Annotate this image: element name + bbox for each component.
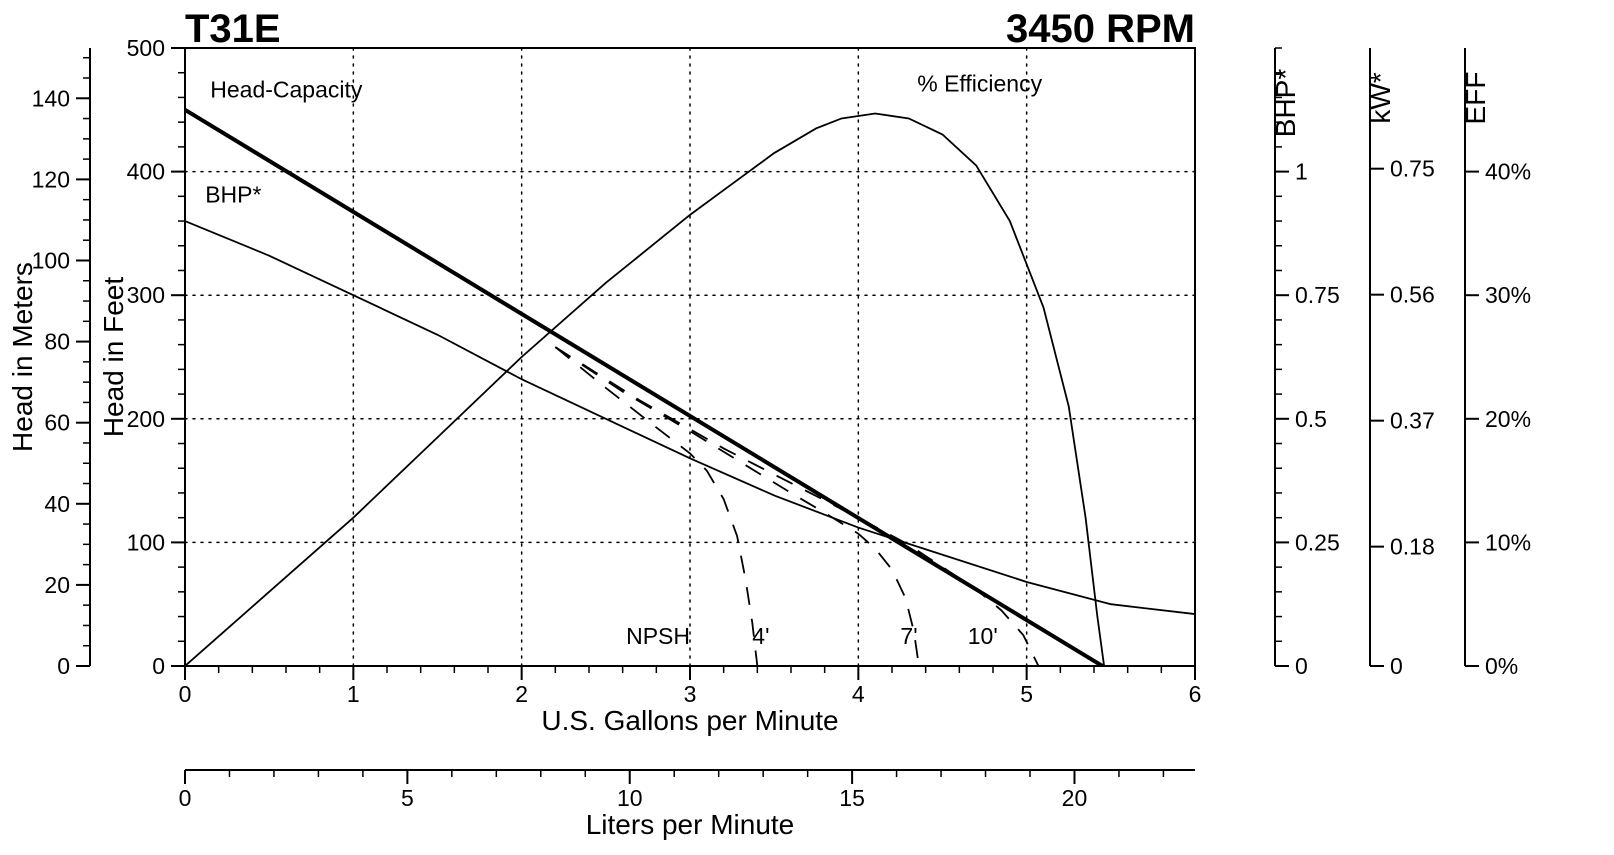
y-feet-tick: 400 bbox=[127, 159, 165, 185]
y-kw-title: kW* bbox=[1365, 72, 1396, 123]
x-gpm-tick: 3 bbox=[684, 681, 697, 707]
bhp-label: BHP* bbox=[205, 182, 261, 208]
chart-svg: T31E 3450 RPM 0 1 2 3 4 5 6 U.S. Gallons per Minu… bbox=[0, 0, 1614, 855]
y-feet-tick: 500 bbox=[127, 35, 165, 61]
npsh10-label: 10' bbox=[968, 623, 998, 649]
y-eff-tick: 30% bbox=[1485, 282, 1531, 308]
x-gpm-title: U.S. Gallons per Minute bbox=[541, 705, 838, 736]
y-meters-tick: 20 bbox=[44, 572, 70, 598]
x-lpm-tick: 5 bbox=[401, 785, 414, 811]
y-kw-tick: 0.75 bbox=[1390, 156, 1435, 182]
x-lpm-tick: 10 bbox=[617, 785, 643, 811]
head-capacity-label: Head-Capacity bbox=[210, 76, 363, 102]
y-bhp-tick: 0 bbox=[1295, 653, 1308, 679]
y-bhp-tick: 1 bbox=[1295, 159, 1308, 185]
y-meters-tick: 140 bbox=[32, 85, 70, 111]
y-eff-tick: 40% bbox=[1485, 159, 1531, 185]
y-meters-tick: 120 bbox=[32, 166, 70, 192]
y-kw-tick: 0.37 bbox=[1390, 408, 1435, 434]
x-gpm-tick: 4 bbox=[852, 681, 865, 707]
x-lpm-title: Liters per Minute bbox=[586, 809, 795, 840]
y-feet-tick: 200 bbox=[127, 406, 165, 432]
y-feet-tick: 100 bbox=[127, 529, 165, 555]
x-gpm-tick: 1 bbox=[347, 681, 360, 707]
y-bhp-title: BHP* bbox=[1270, 69, 1301, 138]
x-lpm-tick: 0 bbox=[179, 785, 192, 811]
y-feet-title: Head in Feet bbox=[98, 277, 129, 438]
y-eff-title: EFF bbox=[1460, 72, 1491, 125]
chart-title-right: 3450 RPM bbox=[1006, 7, 1195, 51]
y-meters-tick: 40 bbox=[44, 491, 70, 517]
y-meters-title: Head in Meters bbox=[7, 262, 38, 452]
chart-title-left: T31E bbox=[185, 7, 281, 51]
y-meters-tick: 0 bbox=[57, 653, 70, 679]
npsh4-label: 4' bbox=[752, 623, 769, 649]
y-kw-tick: 0.56 bbox=[1390, 282, 1435, 308]
y-eff-tick: 10% bbox=[1485, 529, 1531, 555]
efficiency-label: % Efficiency bbox=[917, 70, 1042, 96]
y-kw-tick: 0 bbox=[1390, 653, 1403, 679]
x-gpm-tick: 6 bbox=[1189, 681, 1202, 707]
x-lpm-tick: 15 bbox=[839, 785, 865, 811]
npsh-label: NPSH bbox=[626, 623, 690, 649]
pump-curve-chart: T31E 3450 RPM 0 1 2 3 4 5 6 U.S. Gallons per Minu… bbox=[0, 0, 1614, 855]
npsh7-label: 7' bbox=[900, 623, 917, 649]
y-bhp-tick: 0.25 bbox=[1295, 529, 1340, 555]
y-meters-tick: 60 bbox=[44, 410, 70, 436]
y-eff-tick: 20% bbox=[1485, 406, 1531, 432]
x-lpm-tick: 20 bbox=[1062, 785, 1088, 811]
y-bhp-tick: 0.5 bbox=[1295, 406, 1327, 432]
y-kw-tick: 0.18 bbox=[1390, 534, 1435, 560]
y-meters-tick: 80 bbox=[44, 329, 70, 355]
x-gpm-tick: 5 bbox=[1020, 681, 1033, 707]
y-eff-tick: 0% bbox=[1485, 653, 1518, 679]
y-feet-tick: 0 bbox=[152, 653, 165, 679]
y-bhp-tick: 0.75 bbox=[1295, 282, 1340, 308]
x-gpm-tick: 0 bbox=[179, 681, 192, 707]
y-feet-tick: 300 bbox=[127, 282, 165, 308]
x-gpm-tick: 2 bbox=[515, 681, 528, 707]
